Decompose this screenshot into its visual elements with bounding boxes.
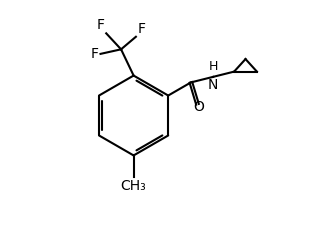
Text: F: F (91, 47, 99, 61)
Text: F: F (138, 22, 146, 36)
Text: F: F (96, 18, 104, 32)
Text: N: N (208, 78, 218, 92)
Text: CH₃: CH₃ (121, 179, 147, 193)
Text: H: H (208, 61, 218, 73)
Text: O: O (193, 100, 204, 114)
